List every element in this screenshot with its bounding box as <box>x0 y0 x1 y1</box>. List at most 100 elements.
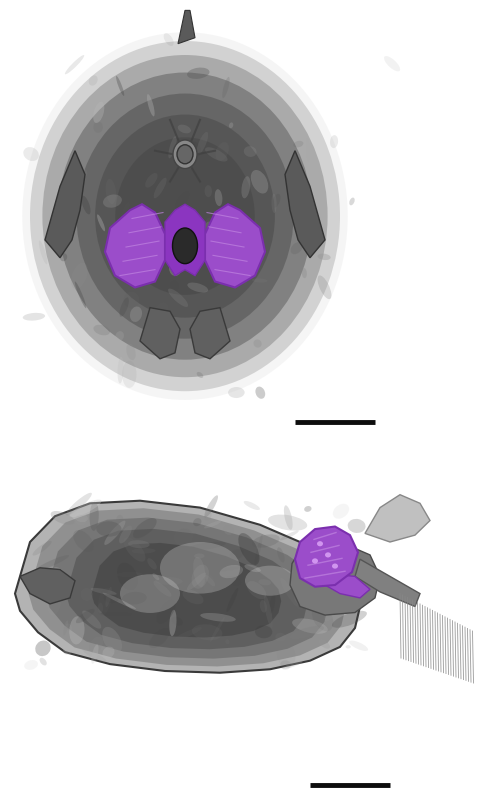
Ellipse shape <box>204 147 227 162</box>
Ellipse shape <box>75 514 86 526</box>
Ellipse shape <box>192 624 222 640</box>
Ellipse shape <box>279 530 298 541</box>
Ellipse shape <box>304 506 311 512</box>
Ellipse shape <box>81 588 93 601</box>
Ellipse shape <box>33 541 52 555</box>
Ellipse shape <box>209 617 224 642</box>
Polygon shape <box>178 10 195 44</box>
Ellipse shape <box>223 525 233 535</box>
Ellipse shape <box>46 582 62 615</box>
Ellipse shape <box>255 386 264 399</box>
Polygon shape <box>325 574 369 598</box>
Ellipse shape <box>191 565 208 589</box>
Ellipse shape <box>347 519 365 533</box>
Ellipse shape <box>168 136 176 158</box>
Ellipse shape <box>279 660 290 670</box>
Ellipse shape <box>203 521 221 528</box>
Ellipse shape <box>133 518 156 538</box>
Ellipse shape <box>51 567 69 590</box>
Ellipse shape <box>241 176 250 198</box>
Polygon shape <box>45 518 328 658</box>
Ellipse shape <box>115 520 124 529</box>
Ellipse shape <box>93 102 104 123</box>
Polygon shape <box>140 308 180 359</box>
Ellipse shape <box>91 644 99 664</box>
Ellipse shape <box>96 522 122 537</box>
Ellipse shape <box>156 599 175 624</box>
Ellipse shape <box>182 590 203 604</box>
Ellipse shape <box>215 142 228 161</box>
Ellipse shape <box>51 511 75 525</box>
Ellipse shape <box>250 170 268 194</box>
Ellipse shape <box>319 569 333 577</box>
Ellipse shape <box>292 588 306 610</box>
Ellipse shape <box>172 228 197 264</box>
Ellipse shape <box>58 73 311 360</box>
Ellipse shape <box>251 534 279 548</box>
Ellipse shape <box>66 623 72 630</box>
Ellipse shape <box>258 579 271 586</box>
Ellipse shape <box>81 196 90 214</box>
Ellipse shape <box>269 594 275 614</box>
Ellipse shape <box>98 602 103 614</box>
Ellipse shape <box>103 194 122 208</box>
Ellipse shape <box>89 637 103 653</box>
Ellipse shape <box>196 132 208 154</box>
Ellipse shape <box>116 515 123 527</box>
Ellipse shape <box>60 254 67 262</box>
Ellipse shape <box>254 626 272 638</box>
Ellipse shape <box>148 222 157 234</box>
Ellipse shape <box>160 542 240 594</box>
Ellipse shape <box>145 173 157 188</box>
Ellipse shape <box>290 242 302 254</box>
Ellipse shape <box>324 598 337 622</box>
Ellipse shape <box>319 555 326 566</box>
Ellipse shape <box>126 343 136 360</box>
Ellipse shape <box>102 627 122 654</box>
Ellipse shape <box>326 573 347 583</box>
Ellipse shape <box>82 610 101 629</box>
Ellipse shape <box>189 151 192 169</box>
Ellipse shape <box>348 641 367 651</box>
Ellipse shape <box>275 633 285 642</box>
Ellipse shape <box>54 572 67 582</box>
Ellipse shape <box>329 135 337 148</box>
Ellipse shape <box>63 646 72 654</box>
Ellipse shape <box>175 213 183 239</box>
Ellipse shape <box>345 645 350 649</box>
Ellipse shape <box>69 616 84 645</box>
Polygon shape <box>15 501 359 673</box>
Ellipse shape <box>88 75 98 86</box>
Ellipse shape <box>119 526 132 543</box>
Ellipse shape <box>293 141 303 147</box>
Ellipse shape <box>76 94 293 338</box>
Ellipse shape <box>331 611 366 628</box>
Ellipse shape <box>238 533 259 565</box>
Ellipse shape <box>131 548 155 554</box>
Ellipse shape <box>206 622 212 630</box>
Polygon shape <box>66 529 307 650</box>
Ellipse shape <box>284 506 292 530</box>
Circle shape <box>173 140 197 169</box>
Ellipse shape <box>225 639 229 644</box>
Ellipse shape <box>103 594 118 603</box>
Circle shape <box>311 558 317 563</box>
Ellipse shape <box>194 554 204 558</box>
Ellipse shape <box>119 298 129 317</box>
Ellipse shape <box>332 504 348 518</box>
Ellipse shape <box>338 578 374 590</box>
Ellipse shape <box>79 168 87 178</box>
Ellipse shape <box>35 555 69 571</box>
Ellipse shape <box>169 260 181 276</box>
Ellipse shape <box>69 499 101 517</box>
Ellipse shape <box>253 339 261 348</box>
Ellipse shape <box>254 534 262 566</box>
Ellipse shape <box>116 76 124 96</box>
Ellipse shape <box>147 558 157 570</box>
Polygon shape <box>285 150 325 258</box>
Ellipse shape <box>168 289 188 307</box>
Ellipse shape <box>244 566 294 596</box>
Polygon shape <box>294 526 357 586</box>
Polygon shape <box>164 204 204 275</box>
Ellipse shape <box>251 278 267 282</box>
